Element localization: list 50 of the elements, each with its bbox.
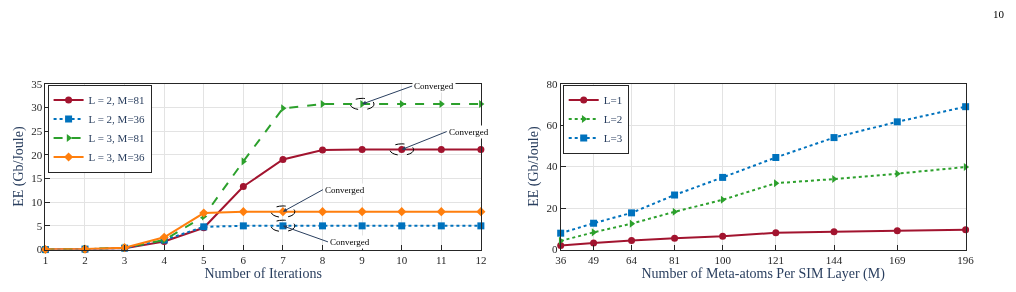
y-tick-label: 5	[36, 219, 43, 232]
annotation: Converged	[449, 127, 489, 137]
y-tick-label: 0	[551, 243, 558, 256]
y-tick-label: 0	[36, 243, 43, 256]
y-tick-label: 60	[546, 118, 558, 131]
y-tick-label: 25	[31, 124, 43, 137]
x-tick-label: 196	[957, 253, 975, 266]
annotation: Converged	[330, 237, 370, 247]
y-axis-title: EE (Gb/Joule)	[526, 126, 543, 207]
x-tick-label: 6	[240, 253, 247, 266]
x-tick-label: 144	[825, 253, 843, 266]
x-tick-label: 10	[396, 253, 408, 266]
annotation: Converged	[325, 185, 365, 195]
x-tick-label: 2	[82, 253, 88, 266]
x-tick-label: 12	[475, 253, 487, 266]
y-axis-title: EE (Gb/Joule)	[10, 126, 27, 207]
x-tick-label: 81	[669, 253, 681, 266]
x-tick-label: 49	[588, 253, 600, 266]
x-tick-label: 3	[121, 253, 128, 266]
x-tick-label: 1	[42, 253, 49, 266]
x-tick-label: 64	[626, 253, 638, 266]
x-axis-title: Number of Meta-atoms Per SIM Layer (M)	[641, 265, 886, 282]
annotation: Converged	[414, 81, 454, 91]
legend-label: L = 3, M=81	[88, 132, 145, 145]
legend-label: L=1	[603, 94, 623, 107]
legend-label: L = 2, M=81	[88, 94, 145, 107]
legend-label: L = 2, M=36	[88, 113, 146, 126]
x-axis-title: Number of Iterations	[204, 265, 322, 281]
x-tick-label: 4	[161, 253, 168, 266]
y-tick-label: 15	[31, 172, 43, 185]
y-tick-label: 20	[31, 148, 43, 161]
x-tick-label: 8	[319, 253, 326, 266]
y-tick-label: 20	[546, 201, 558, 214]
x-tick-label: 9	[359, 253, 366, 266]
x-tick-label: 169	[889, 253, 907, 266]
legend-label: L=3	[603, 132, 623, 145]
x-tick-label: 5	[201, 253, 208, 266]
text: 10	[993, 8, 1005, 20]
x-tick-label: 7	[280, 253, 287, 266]
y-tick-label: 10	[31, 196, 43, 209]
y-tick-label: 40	[546, 160, 558, 173]
y-tick-label: 30	[31, 101, 43, 114]
y-tick-label: 80	[546, 77, 558, 90]
x-tick-label: 11	[436, 253, 447, 266]
x-tick-label: 100	[714, 253, 732, 266]
x-tick-label: 121	[767, 253, 785, 266]
legend-label: L = 3, M=36	[88, 151, 146, 164]
legend-label: L=2	[603, 113, 623, 126]
y-tick-label: 35	[31, 77, 43, 90]
x-tick-label: 36	[555, 253, 567, 266]
